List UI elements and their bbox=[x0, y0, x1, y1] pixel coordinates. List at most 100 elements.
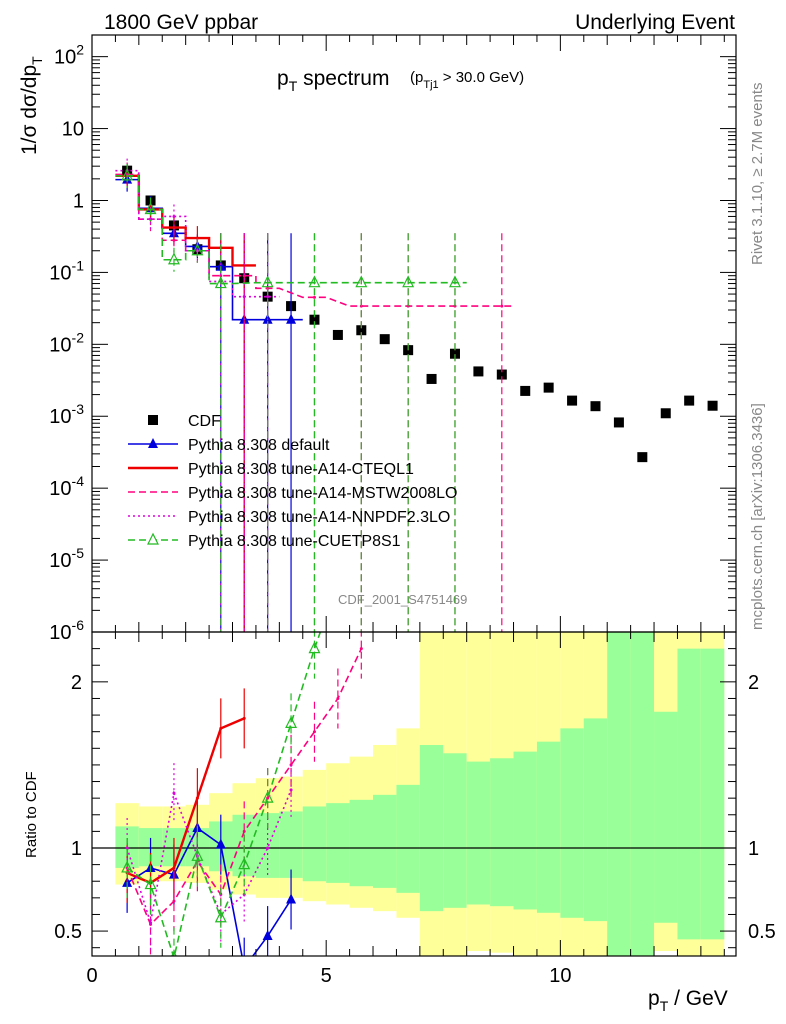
band-green-bin bbox=[700, 648, 725, 940]
ratio-point bbox=[172, 899, 176, 903]
ratio-point bbox=[172, 866, 176, 870]
mcplots-label: mcplots.cern.ch [arXiv:1306.3436] bbox=[749, 403, 766, 630]
band-green-bin bbox=[677, 648, 701, 940]
main-point bbox=[286, 313, 297, 324]
ratio-ytick-label-left: 1 bbox=[71, 838, 82, 860]
ratio-point bbox=[172, 791, 176, 795]
main-point bbox=[242, 295, 246, 299]
ratio-point bbox=[266, 846, 270, 850]
ratio-xtick-label: 0 bbox=[86, 965, 97, 987]
cdf-point bbox=[309, 314, 320, 325]
ratio-point bbox=[261, 790, 274, 803]
ratio-point bbox=[239, 962, 249, 972]
main-ytick-label: 10-6 bbox=[49, 617, 84, 644]
band-green-bin bbox=[630, 632, 655, 956]
main-point bbox=[402, 275, 415, 288]
title-cut-open: (p bbox=[410, 69, 423, 86]
ratio-point bbox=[333, 576, 343, 586]
band-green-bin bbox=[513, 751, 537, 910]
ratio-ytick-label-right: 1 bbox=[748, 838, 759, 860]
ratio-xlabel: pT / GeV bbox=[648, 987, 728, 1014]
main-ytick-label: 102 bbox=[54, 42, 84, 69]
ratio-point bbox=[359, 647, 363, 651]
ratio-point bbox=[214, 910, 227, 923]
cdf-point bbox=[473, 366, 484, 377]
main-point bbox=[219, 274, 223, 278]
main-point bbox=[308, 275, 321, 288]
main-point bbox=[214, 276, 227, 289]
ratio-ytick-label-right: 0.5 bbox=[748, 921, 776, 943]
band-green-bin bbox=[490, 758, 514, 907]
cdf-point bbox=[613, 417, 624, 428]
ratio-xtick-label: 5 bbox=[321, 965, 332, 987]
header-left-label: 1800 GeV ppbar bbox=[104, 11, 258, 34]
ratio-point bbox=[195, 796, 199, 800]
band-green-bin bbox=[536, 741, 561, 913]
cdf-point bbox=[520, 385, 531, 396]
header-right-label: Underlying Event bbox=[575, 11, 735, 34]
main-point bbox=[312, 295, 316, 299]
main-ytick-label: 1 bbox=[73, 190, 84, 212]
main-ylabel: 1/σ dσ/dpT bbox=[18, 56, 45, 155]
cdf-point bbox=[590, 401, 601, 412]
main-line-pythia-8-308-tune-cuetp8s1 bbox=[115, 175, 467, 285]
main-point bbox=[144, 202, 157, 215]
legend-label: Pythia 8.308 tune-A14-MSTW2008LO bbox=[188, 485, 457, 502]
band-green-bin bbox=[349, 799, 374, 887]
ratio-point bbox=[149, 921, 153, 925]
main-point bbox=[242, 263, 246, 267]
ratio-point bbox=[312, 730, 316, 734]
main-point bbox=[195, 236, 199, 240]
main-point bbox=[172, 214, 176, 218]
ratio-uncertainty-bands bbox=[92, 632, 736, 956]
analysis-label: CDF_2001_S4751469 bbox=[338, 592, 467, 607]
band-green-bin bbox=[654, 711, 678, 923]
main-ytick-label: 10-3 bbox=[49, 401, 84, 428]
ratio-ytick-label-left: 2 bbox=[71, 672, 82, 694]
ratio-line-pythia-8-308-default bbox=[126, 826, 292, 956]
ratio-point bbox=[215, 838, 226, 849]
ratio-line-pythia-8-308-tune-a14-nnpdf2-3lo bbox=[126, 789, 292, 924]
svg-text:pT spectrum: pT spectrum bbox=[277, 67, 389, 94]
ratio-point bbox=[308, 641, 321, 654]
main-ytick-label: 10-4 bbox=[49, 473, 84, 500]
rivet-version-label: Rivet 3.1.10, ≥ 2.7M events bbox=[749, 83, 766, 266]
title-p-subscript: T bbox=[289, 78, 298, 94]
main-point bbox=[242, 274, 246, 278]
main-point bbox=[500, 304, 504, 308]
band-green-bin bbox=[326, 803, 350, 883]
svg-text:1/σ dσ/dpT: 1/σ dσ/dpT bbox=[18, 56, 45, 155]
main-point bbox=[449, 275, 461, 288]
legend-label: Pythia 8.308 tune-A14-NNPDF2.3LO bbox=[188, 509, 450, 526]
cdf-point bbox=[684, 395, 695, 406]
legend: CDF Pythia 8.308 default Pythia 8.308 tune… bbox=[128, 413, 457, 550]
legend-label: CDF bbox=[188, 413, 221, 430]
cdf-point bbox=[449, 348, 460, 359]
cdf-point bbox=[332, 329, 343, 340]
ratio-line-pythia-8-308-tune-cuetp8s1 bbox=[126, 632, 322, 956]
band-green-bin bbox=[443, 753, 467, 908]
band-green-bin bbox=[583, 718, 608, 922]
main-line-pythia-8-308-tune-a14-nnpdf2-3lo bbox=[115, 169, 280, 298]
ratio-ylabel: Ratio to CDF bbox=[23, 771, 40, 858]
legend-marker bbox=[147, 532, 159, 545]
ratio-frame bbox=[91, 631, 737, 957]
ratio-point bbox=[285, 716, 298, 728]
cdf-point bbox=[496, 369, 507, 380]
title-p: p bbox=[277, 67, 289, 90]
cdf-point bbox=[543, 382, 554, 393]
ratio-point bbox=[242, 716, 246, 720]
ratio-point bbox=[191, 848, 204, 861]
cdf-point bbox=[637, 452, 648, 463]
main-point bbox=[172, 238, 176, 242]
main-ytick-label: 10 bbox=[62, 119, 84, 141]
plot-title: pT spectrum (pTj1 > 30.0 GeV) bbox=[277, 67, 524, 94]
cdf-point bbox=[707, 400, 718, 411]
ratio-point bbox=[125, 846, 129, 850]
band-green-bin bbox=[396, 784, 420, 893]
cdf-point bbox=[356, 325, 367, 336]
cdf-point bbox=[426, 373, 437, 384]
ratio-ytick-label-left: 0.5 bbox=[54, 921, 82, 943]
ratio-point bbox=[286, 893, 297, 904]
